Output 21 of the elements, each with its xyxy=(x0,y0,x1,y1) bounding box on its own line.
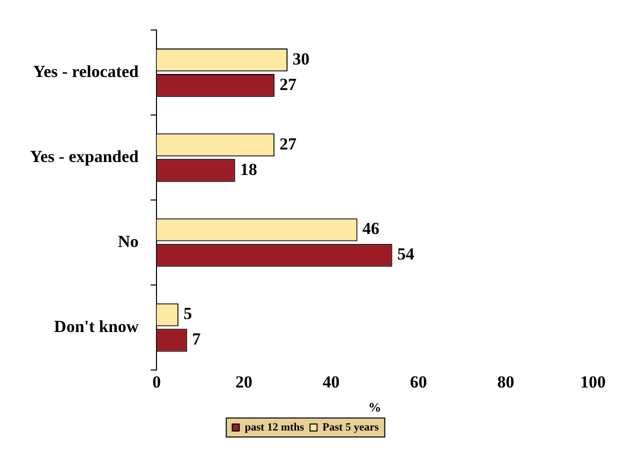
y-tick-label: Don't know xyxy=(54,316,140,336)
x-axis-title: % xyxy=(368,400,382,415)
data-label: 5 xyxy=(183,304,192,324)
x-tick-label: 60 xyxy=(410,372,427,392)
y-tick-label: Yes - expanded xyxy=(30,147,140,166)
x-tick-label: 20 xyxy=(235,372,252,392)
x-tick-label: 40 xyxy=(322,372,340,392)
legend-label: Past 5 years xyxy=(322,421,380,434)
data-label: 27 xyxy=(279,74,297,94)
x-tick-label: 80 xyxy=(497,372,514,392)
data-label: 7 xyxy=(192,330,202,349)
data-label: 54 xyxy=(397,244,415,264)
data-label: 46 xyxy=(362,219,380,238)
x-tick-label: 0 xyxy=(152,372,161,392)
data-label: 27 xyxy=(279,134,297,154)
y-tick-label: Yes - relocated xyxy=(33,62,140,82)
x-tick-label: 100 xyxy=(580,372,606,392)
legend-label: past 12 mths xyxy=(244,421,305,434)
data-label: 30 xyxy=(292,49,310,68)
y-tick-label: No xyxy=(118,232,139,251)
data-label: 18 xyxy=(240,160,258,179)
